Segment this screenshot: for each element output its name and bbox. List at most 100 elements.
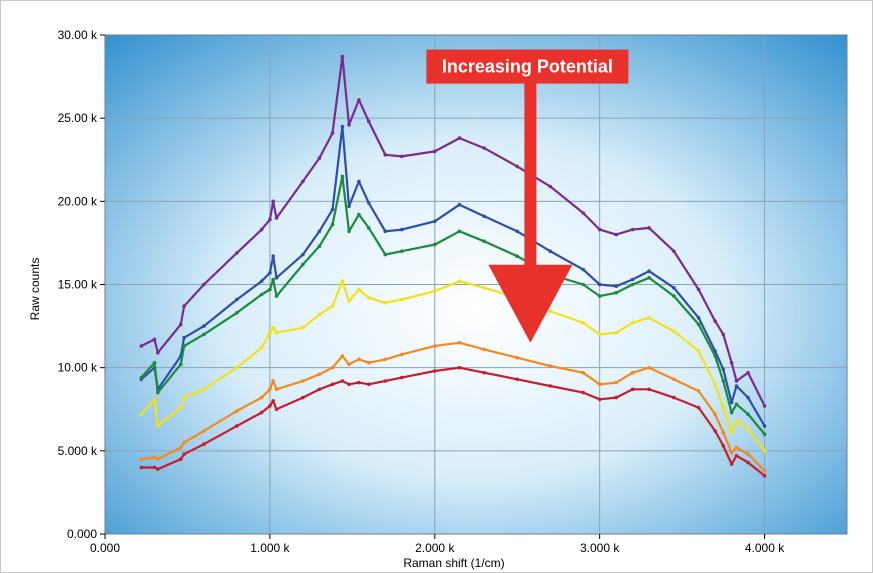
- data-point: [357, 287, 361, 292]
- data-point: [156, 424, 160, 428]
- data-point: [762, 404, 767, 408]
- data-point: [762, 432, 767, 437]
- data-point: [330, 304, 335, 308]
- data-point: [734, 402, 739, 407]
- data-point: [268, 387, 272, 392]
- data-point: [179, 322, 183, 327]
- data-point: [581, 321, 585, 325]
- data-point: [268, 271, 272, 275]
- series-line-3: [140, 175, 766, 435]
- data-point: [271, 199, 276, 204]
- data-point: [696, 322, 701, 327]
- x-axis-title: Raman shift (1/cm): [403, 556, 504, 570]
- data-point: [268, 330, 272, 335]
- data-point: [762, 469, 767, 473]
- data-point: [367, 226, 371, 230]
- data-point: [156, 467, 160, 471]
- annotation-layer: Increasing Potential: [426, 49, 629, 343]
- data-point: [347, 382, 351, 387]
- data-point: [581, 370, 585, 375]
- series-line-2: [140, 125, 766, 427]
- series-points-1: [139, 54, 767, 408]
- data-point: [647, 226, 651, 230]
- y-tick-label: 20.00 k: [58, 194, 98, 208]
- data-point: [317, 372, 322, 377]
- data-point: [340, 54, 345, 59]
- x-axis-ticks: 0.000 1.000 k 2.000 k 3.000 k 4.000 k: [90, 534, 785, 555]
- data-point: [734, 384, 739, 388]
- data-point: [357, 212, 361, 217]
- data-point: [696, 405, 701, 410]
- y-axis-title: Raw counts: [28, 258, 42, 321]
- data-point: [274, 294, 279, 298]
- data-point: [729, 450, 734, 455]
- data-point: [729, 462, 734, 466]
- data-point: [433, 344, 437, 348]
- series-line-4: [140, 280, 766, 452]
- data-point: [482, 347, 487, 352]
- x-tick-label: 4.000 k: [745, 541, 785, 555]
- data-point: [630, 227, 635, 232]
- data-point: [696, 389, 701, 393]
- data-point: [433, 149, 437, 154]
- data-point: [202, 282, 206, 287]
- data-point: [647, 365, 651, 370]
- data-point: [357, 380, 361, 385]
- y-tick-label: 15.00 k: [58, 278, 98, 292]
- data-point: [340, 174, 345, 179]
- data-point: [713, 382, 717, 387]
- data-point: [301, 395, 305, 400]
- data-point: [515, 254, 519, 258]
- data-point: [647, 316, 651, 320]
- data-point: [317, 312, 322, 317]
- data-point: [457, 365, 462, 370]
- data-point: [696, 287, 701, 292]
- data-point: [672, 286, 676, 290]
- data-point: [581, 267, 585, 272]
- data-point: [152, 455, 157, 460]
- data-point: [729, 410, 734, 415]
- data-point: [482, 214, 487, 219]
- data-point: [762, 449, 767, 453]
- data-point: [597, 382, 602, 387]
- data-point: [330, 222, 335, 227]
- data-point: [274, 330, 279, 335]
- data-point: [202, 387, 206, 392]
- data-point: [630, 370, 635, 375]
- data-point: [340, 124, 345, 129]
- data-point: [482, 239, 487, 244]
- data-point: [259, 279, 264, 284]
- data-point: [746, 452, 750, 457]
- data-point: [182, 304, 186, 308]
- data-point: [721, 379, 726, 383]
- y-axis-ticks: 0.000 5.000 k 10.00 k 15.00 k 20.00 k 25.00 k…: [58, 28, 105, 541]
- y-tick-label: 5.000 k: [58, 444, 98, 458]
- data-point: [179, 445, 183, 450]
- data-point: [400, 375, 404, 380]
- data-point: [383, 153, 388, 157]
- data-point: [630, 282, 635, 287]
- data-point: [202, 442, 206, 447]
- y-tick-label: 25.00 k: [58, 111, 98, 125]
- data-point: [433, 219, 437, 224]
- data-point: [152, 337, 157, 342]
- data-point: [734, 419, 739, 423]
- data-point: [721, 444, 726, 448]
- data-point: [672, 395, 676, 400]
- data-point: [746, 370, 750, 375]
- data-point: [614, 380, 618, 385]
- data-point: [515, 377, 519, 382]
- data-point: [400, 352, 404, 357]
- data-point: [548, 384, 552, 388]
- data-point: [515, 164, 519, 169]
- data-point: [597, 397, 602, 402]
- data-point: [548, 184, 552, 189]
- y-tick-label: 30.00 k: [58, 28, 98, 42]
- data-point: [729, 430, 734, 435]
- data-point: [317, 229, 322, 234]
- data-point: [383, 301, 388, 305]
- data-point: [156, 390, 160, 395]
- data-point: [672, 249, 676, 253]
- data-point: [347, 229, 351, 234]
